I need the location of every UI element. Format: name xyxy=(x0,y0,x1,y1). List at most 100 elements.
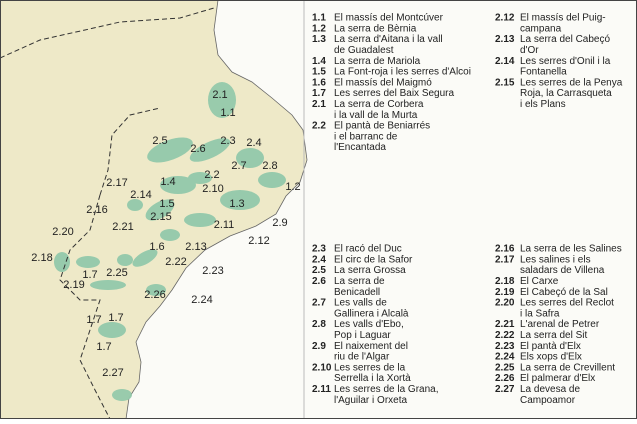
legend-code: 2.24 xyxy=(495,352,515,363)
legend-text: La devesa de xyxy=(520,384,580,395)
map-label: 2.10 xyxy=(202,183,223,195)
map-label: 2.12 xyxy=(248,235,269,247)
map-label: 2.20 xyxy=(52,226,73,238)
legend-code: 2.19 xyxy=(495,287,515,298)
legend-text: El naixement del xyxy=(334,341,408,352)
map-label: 1.7 xyxy=(96,341,111,353)
legend-code: 2.7 xyxy=(312,298,326,309)
legend-text: Gallinera i Alcalà xyxy=(334,308,409,319)
map-label: 2.11 xyxy=(214,219,235,231)
legend-text: La serra de xyxy=(334,276,385,287)
legend-text: Les serres del Reclot xyxy=(520,298,614,309)
legend-text: La serra del Sit xyxy=(520,330,587,341)
legend-text: l'Aguilar i Orxeta xyxy=(334,395,407,406)
legend-text: Roja, la Carrasqueta xyxy=(520,88,612,99)
legend-text: Les valls de xyxy=(334,298,387,309)
map-label: 2.27 xyxy=(102,367,123,379)
legend-code: 2.12 xyxy=(495,13,515,24)
border xyxy=(99,107,161,196)
legend-code: 2.5 xyxy=(312,265,326,276)
legend-text: Les serres de la Penya xyxy=(520,77,623,88)
map-label: 2.8 xyxy=(262,160,277,172)
map-label: 2.3 xyxy=(220,135,235,147)
legend-text: La serra del Cabeçó xyxy=(520,34,610,45)
legend-text: La serra d'Aitana i la vall xyxy=(334,34,443,45)
legend-text: Les serres d'Onil i la xyxy=(520,56,611,67)
legend-text: Benicadell xyxy=(334,287,380,298)
legend-text: La serra Grossa xyxy=(334,265,406,276)
legend-text: El pantà de Beniarrés xyxy=(334,121,430,132)
legend-text: El Cabeçó de la Sal xyxy=(520,287,608,298)
legend-text: El palmerar d'Elx xyxy=(520,373,595,384)
legend-text: i la vall de la Murta xyxy=(334,110,418,121)
legend-code: 1.5 xyxy=(312,67,326,78)
legend-code: 2.16 xyxy=(495,244,515,255)
legend-text: El circ de la Safor xyxy=(334,254,413,265)
border xyxy=(0,7,215,59)
map-label: 2.17 xyxy=(106,177,127,189)
legend-code: 2.26 xyxy=(495,373,515,384)
legend-text: La serra de Bèrnia xyxy=(334,23,417,34)
map-label: 2.19 xyxy=(63,279,84,291)
legend-code: 2.27 xyxy=(495,384,515,395)
natural-areas xyxy=(54,82,286,401)
legend-text: Els xops d'Elx xyxy=(520,352,582,363)
legend-text: Campoamor xyxy=(520,395,576,406)
border xyxy=(59,194,111,420)
map-label: 2.9 xyxy=(272,217,287,229)
legend-code: 2.2 xyxy=(312,121,326,132)
legend-text: Les serres del Baix Segura xyxy=(334,88,455,99)
legend-text: La Font-roja i les serres d'Alcoi xyxy=(334,67,471,78)
legend-code: 2.23 xyxy=(495,341,515,352)
legend-text: i els Plans xyxy=(520,99,566,110)
map-label: 1.7 xyxy=(82,269,97,281)
legend-code: 2.11 xyxy=(312,384,331,395)
legend-text: d'Or xyxy=(520,45,539,56)
legend-code: 2.10 xyxy=(312,362,332,373)
legend-code: 1.4 xyxy=(312,56,326,67)
legend-code: 2.20 xyxy=(495,298,515,309)
map-label: 1.6 xyxy=(149,241,164,253)
map-label: 1.5 xyxy=(159,198,174,210)
legend-text: El massís del Puig- xyxy=(520,13,606,24)
legend-code: 1.6 xyxy=(312,77,326,88)
map-label: 2.5 xyxy=(152,135,167,147)
map-label: 1.7 xyxy=(86,314,101,326)
legend-text: Les serres de la xyxy=(334,362,406,373)
map-label: 1.3 xyxy=(229,198,244,210)
legend-code: 2.21 xyxy=(495,319,515,330)
legend-code: 2.13 xyxy=(495,34,515,45)
map-label: 1.1 xyxy=(220,107,235,119)
legend-text: La serra de Corbera xyxy=(334,99,424,110)
map-label: 2.16 xyxy=(86,204,107,216)
legend-code: 2.18 xyxy=(495,276,515,287)
legend-text: El massís del Montcúver xyxy=(334,13,444,24)
legend-text: Les serres de la Grana, xyxy=(334,384,439,395)
legend-code: 2.14 xyxy=(495,56,515,67)
map-label: 2.18 xyxy=(31,252,52,264)
map-label: 2.6 xyxy=(190,143,205,155)
legend-code: 2.3 xyxy=(312,244,326,255)
map-label: 2.24 xyxy=(191,294,212,306)
legend-code: 1.3 xyxy=(312,34,326,45)
legend-text: La serra de Mariola xyxy=(334,56,421,67)
map-label: 1.2 xyxy=(285,181,300,193)
legend-code: 2.4 xyxy=(312,254,326,265)
legend-text: La serra de les Salines xyxy=(520,244,622,255)
legend-text: campana xyxy=(520,23,562,34)
legend-code: 1.2 xyxy=(312,23,326,34)
legend-code: 2.6 xyxy=(312,276,326,287)
map-label: 1.4 xyxy=(160,176,175,188)
map-label: 2.1 xyxy=(212,89,227,101)
legend-code: 2.17 xyxy=(495,254,515,265)
map-label: 2.22 xyxy=(165,256,186,268)
legend-text: Les salines i els xyxy=(520,254,591,265)
map-label: 2.15 xyxy=(150,211,171,223)
map-label: 1.7 xyxy=(108,312,123,324)
map-label: 2.21 xyxy=(112,221,133,233)
legend-code: 2.15 xyxy=(495,77,515,88)
legend-code: 2.8 xyxy=(312,319,326,330)
legend-text: El Carxe xyxy=(520,276,559,287)
legend-text: Fontanella xyxy=(520,67,567,78)
